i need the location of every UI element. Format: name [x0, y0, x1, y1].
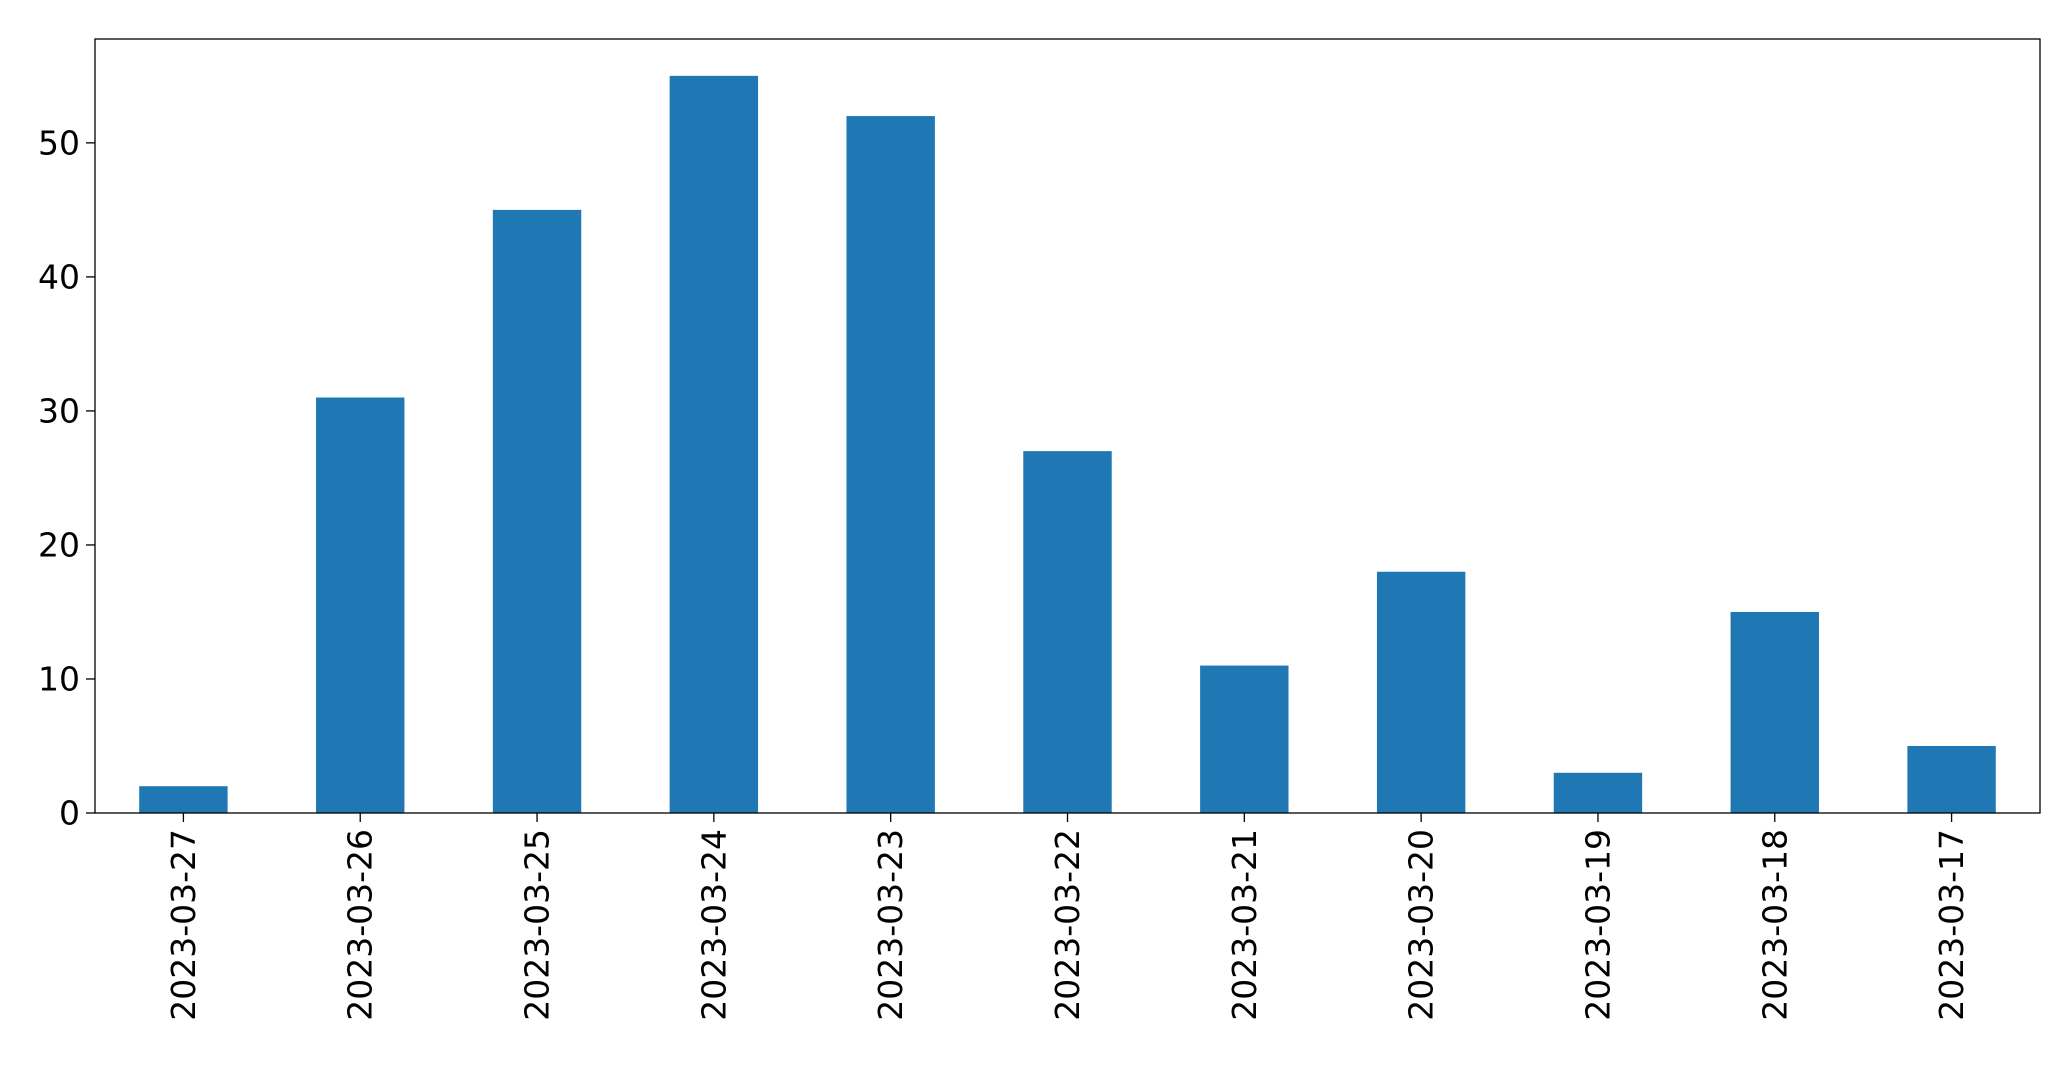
x-tick-label: 2023-03-21	[1225, 829, 1264, 1021]
y-tick-label: 20	[38, 525, 80, 564]
x-axis: 2023-03-27 2023-03-26 2023-03-25 2023-03-24…	[164, 813, 1971, 1021]
bar-2023-03-18	[1730, 611, 1819, 813]
x-tick-label: 2023-03-20	[1402, 829, 1441, 1021]
y-tick-label: 40	[38, 257, 80, 296]
bar-2023-03-17	[1907, 745, 1996, 813]
x-tick-label: 2023-03-18	[1755, 829, 1794, 1021]
bar-2023-03-25	[492, 209, 582, 813]
bar-2023-03-21	[1200, 665, 1289, 813]
x-tick-label: 2023-03-25	[518, 829, 557, 1021]
y-axis: 0 10 20 30 40 50	[38, 123, 95, 833]
x-tick-label: 2023-03-24	[694, 829, 733, 1021]
y-tick-label: 0	[59, 794, 80, 833]
x-tick-label: 2023-03-26	[341, 829, 380, 1021]
bar-2023-03-27	[139, 786, 228, 813]
y-tick-label: 30	[38, 391, 80, 430]
x-tick-label: 2023-03-19	[1578, 829, 1617, 1021]
bar-2023-03-22	[1023, 451, 1112, 813]
bar-2023-03-26	[316, 397, 405, 813]
x-tick-label: 2023-03-17	[1932, 829, 1971, 1021]
bars-group	[139, 75, 1996, 814]
bar-2023-03-24	[669, 75, 759, 814]
bar-2023-03-19	[1553, 772, 1643, 813]
y-tick-label: 10	[38, 659, 80, 698]
x-tick-label: 2023-03-22	[1048, 829, 1087, 1021]
bar-2023-03-20	[1376, 571, 1466, 813]
y-tick-label: 50	[38, 123, 80, 162]
bar-2023-03-23	[846, 116, 935, 813]
x-tick-label: 2023-03-23	[871, 829, 910, 1021]
x-tick-label: 2023-03-27	[164, 829, 203, 1021]
